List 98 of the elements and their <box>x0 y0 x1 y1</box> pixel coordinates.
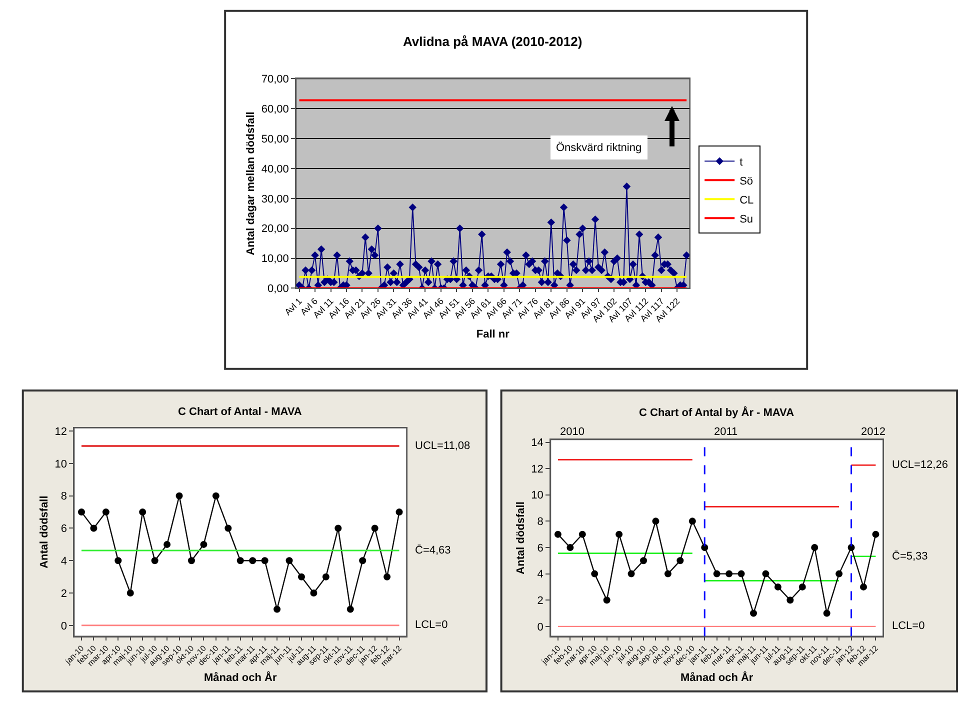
legend-label: CL <box>740 194 754 206</box>
point <box>139 508 146 516</box>
point <box>346 606 354 613</box>
y-tick-label: 4 <box>60 555 67 568</box>
annotation: UCL=12,26 <box>892 459 948 471</box>
text: 2011 <box>714 426 738 438</box>
point <box>554 530 562 538</box>
y-axis-title: Antal dödsfall <box>514 502 527 574</box>
point <box>126 590 134 597</box>
point <box>188 557 195 564</box>
point <box>836 570 843 578</box>
point <box>652 518 660 525</box>
point <box>566 544 574 551</box>
y-tick-label: 30,00 <box>261 193 289 206</box>
x-axis-title: Månad och År <box>204 671 278 684</box>
point <box>236 557 244 564</box>
ref-line-label: LCL=0 <box>415 619 448 631</box>
point <box>371 524 378 532</box>
y-tick-label: 8 <box>537 516 544 528</box>
point <box>212 492 220 500</box>
ref-line-label: UCL=11,08 <box>415 440 470 452</box>
chart-title: Avlidna på MAVA (2010-2012) <box>403 34 582 49</box>
y-axis-title: Antal dödsfall <box>38 496 50 568</box>
legend-label: Sö <box>740 175 754 188</box>
y-tick-label: 14 <box>531 437 544 450</box>
point <box>164 540 171 548</box>
y-tick-label: 70,00 <box>261 74 289 86</box>
point <box>359 557 366 564</box>
point <box>726 570 733 578</box>
point <box>151 557 158 564</box>
y-tick-label: 50,00 <box>261 133 289 146</box>
point <box>811 544 818 551</box>
y-axis-title: Antal dagar mellan dödsfall <box>245 112 258 256</box>
legend-label: Su <box>740 213 754 226</box>
y-tick-label: 6 <box>537 542 544 554</box>
point <box>750 610 757 617</box>
point <box>249 557 256 564</box>
point <box>774 583 782 590</box>
point <box>224 524 232 532</box>
point <box>640 557 648 564</box>
point <box>396 508 403 516</box>
point <box>860 583 867 590</box>
y-tick-label: 12 <box>531 463 544 476</box>
point <box>591 570 598 578</box>
point <box>688 518 696 525</box>
y-tick-label: 0,00 <box>267 283 289 296</box>
y-tick-label: 10 <box>531 490 544 502</box>
point <box>616 530 623 538</box>
annotation: Önskvärd riktning <box>556 141 642 154</box>
point <box>762 570 770 578</box>
y-tick-label: 20,00 <box>261 223 289 236</box>
point <box>261 557 268 564</box>
point <box>114 557 122 564</box>
y-tick-label: 40,00 <box>261 163 289 176</box>
point <box>798 583 806 590</box>
point <box>676 557 684 564</box>
point <box>298 573 305 580</box>
point <box>872 530 880 538</box>
chart-title: C Chart of Antal - MAVA <box>178 406 302 418</box>
point <box>384 573 391 580</box>
point <box>78 508 85 516</box>
point <box>274 606 281 613</box>
annotation: LCL=0 <box>892 620 925 632</box>
y-tick-label: 2 <box>537 594 544 607</box>
text: 2010 <box>560 426 584 438</box>
text: 2012 <box>861 426 886 438</box>
point <box>603 596 610 604</box>
x-axis-title: Fall nr <box>476 328 510 340</box>
y-tick-label: 10,00 <box>261 253 289 266</box>
y-tick-label: 0 <box>60 620 67 632</box>
y-tick-label: 12 <box>54 426 67 438</box>
y-tick-label: 2 <box>60 588 67 600</box>
y-tick-label: 6 <box>60 523 67 536</box>
point <box>176 492 183 500</box>
chart-title: C Chart of Antal by År - MAVA <box>639 406 794 419</box>
point <box>102 508 110 516</box>
point <box>738 570 745 578</box>
point <box>286 557 293 564</box>
point <box>200 540 208 548</box>
point <box>90 524 98 532</box>
point <box>628 570 635 578</box>
y-tick-label: 8 <box>60 490 67 503</box>
y-tick-label: 4 <box>537 568 544 581</box>
point <box>713 570 720 578</box>
point <box>786 596 794 604</box>
point <box>334 524 342 532</box>
legend-label: t <box>740 156 743 168</box>
point <box>322 573 330 580</box>
y-tick-label: 60,00 <box>261 104 289 116</box>
annotation: C̄=5,33 <box>892 550 928 563</box>
point <box>310 590 318 597</box>
y-tick-label: 0 <box>537 621 544 634</box>
x-axis-title: Månad och År <box>680 671 754 684</box>
point <box>578 530 586 538</box>
point <box>664 570 672 578</box>
point <box>823 610 830 617</box>
ref-line-label: C̄=4,63 <box>415 544 451 557</box>
y-tick-label: 10 <box>54 458 67 470</box>
